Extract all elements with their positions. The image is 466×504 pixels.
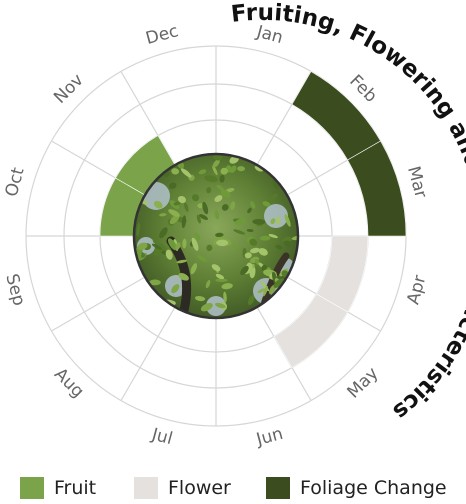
season-arcs	[99, 71, 407, 369]
flower-swatch	[134, 477, 158, 499]
legend-item-flower: Flower	[134, 476, 231, 500]
grid-spoke	[120, 306, 176, 401]
month-label-sep: Sep	[1, 272, 29, 308]
month-label-mar: Mar	[403, 164, 431, 200]
month-label-apr: Apr	[403, 273, 430, 307]
legend-item-foliage-change: Foliage Change	[266, 476, 447, 500]
tree-foliage-photo	[132, 152, 300, 320]
legend: Fruit Flower Foliage Change	[0, 474, 466, 504]
month-label-nov: Nov	[50, 70, 88, 108]
foliage-change-swatch	[266, 477, 290, 499]
legend-label-foliage-change: Foliage Change	[300, 477, 447, 499]
month-label-dec: Dec	[144, 21, 181, 49]
legend-label-flower: Flower	[168, 477, 231, 499]
arc-foliage-change-mar	[347, 140, 407, 237]
arc-flower-may	[273, 293, 349, 369]
month-label-oct: Oct	[2, 165, 29, 199]
month-label-aug: Aug	[50, 364, 88, 402]
month-label-may: May	[344, 364, 383, 403]
month-label-jul: Jul	[149, 424, 175, 449]
month-label-jun: Jun	[253, 424, 285, 450]
fruit-swatch	[20, 477, 44, 499]
grid-spoke	[51, 276, 146, 332]
legend-item-fruit: Fruit	[20, 476, 96, 500]
legend-label-fruit: Fruit	[54, 477, 97, 499]
